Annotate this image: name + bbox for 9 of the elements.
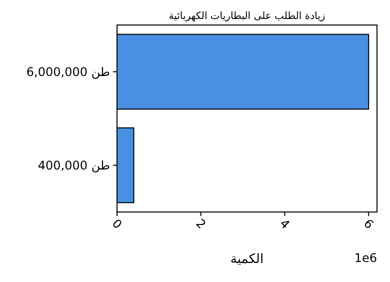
x-axis-title: الكمية xyxy=(230,252,264,267)
x-tick-label: 2 xyxy=(193,216,209,232)
y-tick-label: 6,000,000 طن xyxy=(26,64,110,79)
x-tick-label: 0 xyxy=(109,216,125,232)
x-tick-label: 6 xyxy=(360,216,376,232)
x-tick-label: 4 xyxy=(277,216,292,232)
y-tick-label: 400,000 طن xyxy=(38,158,110,172)
text: 1e6 xyxy=(354,251,377,265)
chart-title: زيادة الطلب على البطاريات الكهربائية xyxy=(168,11,326,22)
